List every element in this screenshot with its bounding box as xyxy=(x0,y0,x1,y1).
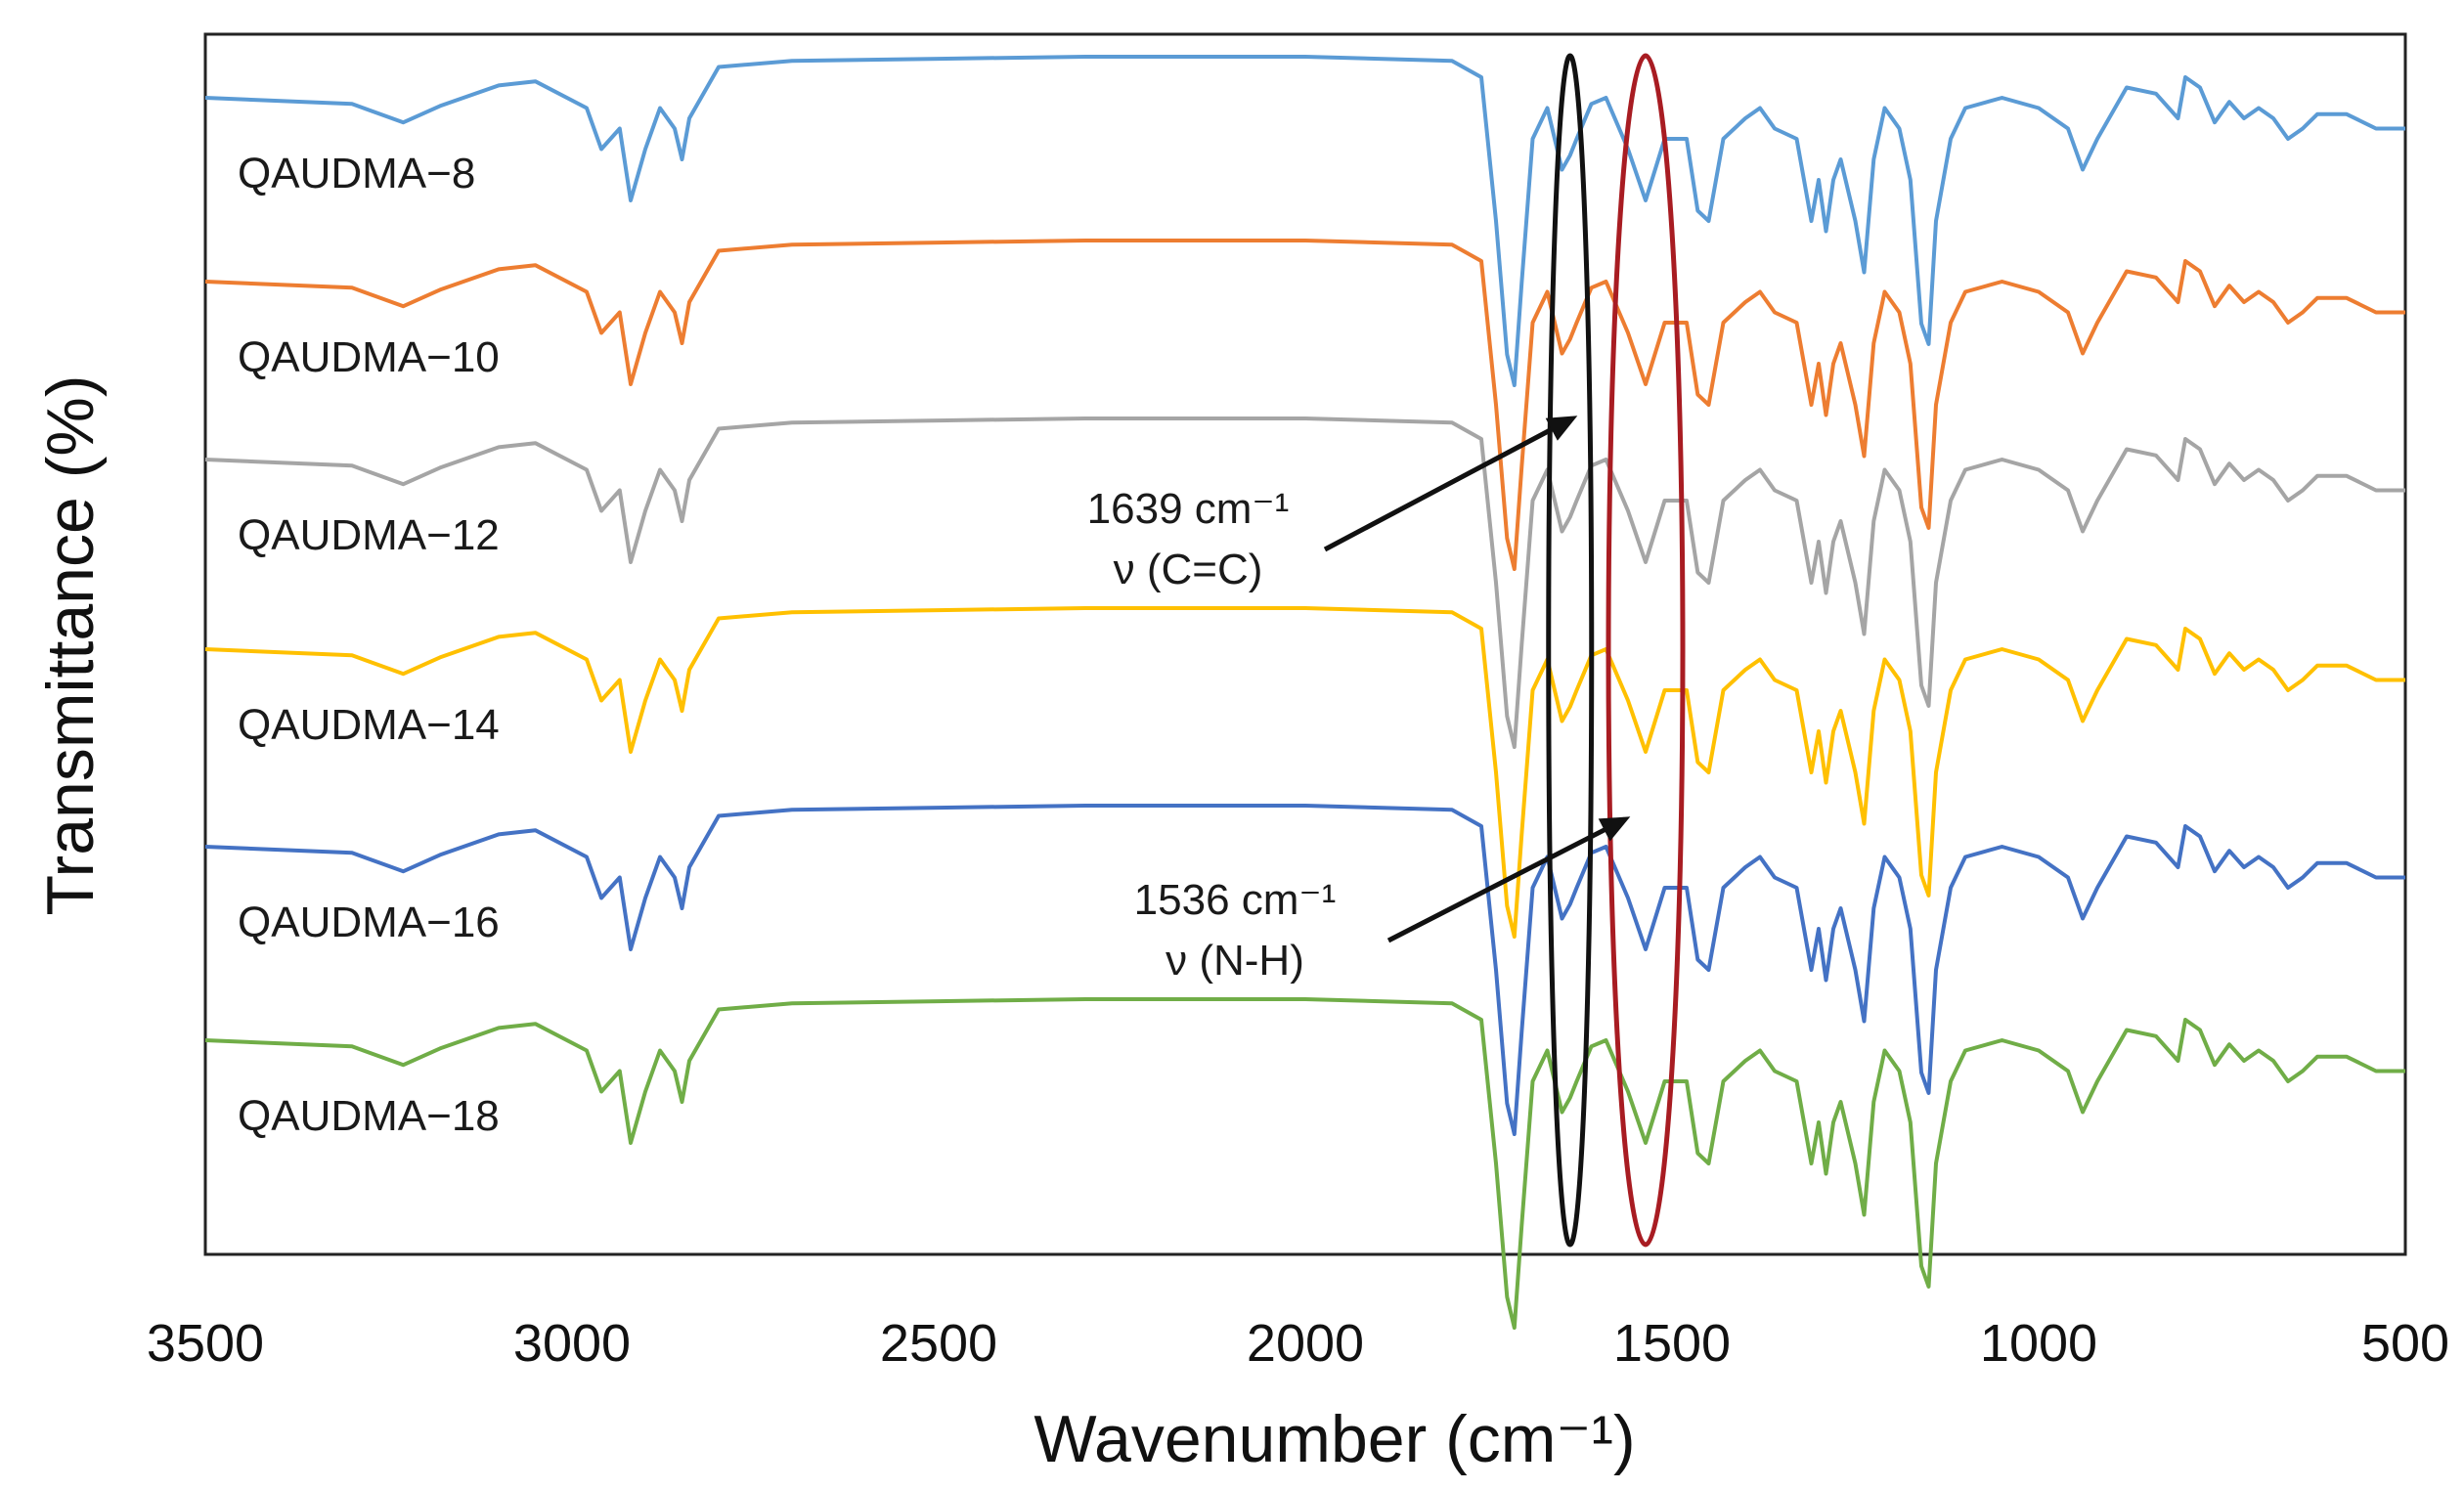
series-label-6: QAUDMA−18 xyxy=(238,1092,500,1140)
x-tick-labels: 3500 3000 2500 2000 1500 1000 500 xyxy=(147,1314,2449,1373)
x-tick-label-2000: 2000 xyxy=(1247,1314,1364,1373)
annotation-wavenumber-1639: 1639 cm⁻¹ xyxy=(1087,485,1290,533)
series-line-3 xyxy=(204,416,2405,749)
annotation-arrowhead-1639 xyxy=(1545,416,1578,441)
x-tick-label-1500: 1500 xyxy=(1613,1314,1731,1373)
x-tick-label-1000: 1000 xyxy=(1980,1314,2097,1373)
series-line-6 xyxy=(204,997,2405,1330)
series-label-3: QAUDMA−12 xyxy=(238,511,500,559)
x-tick-label-500: 500 xyxy=(2361,1314,2449,1373)
band-ellipse-1639 xyxy=(1546,53,1595,1248)
annotation-arrowhead-1536 xyxy=(1598,816,1631,842)
series-line-5 xyxy=(204,804,2405,1136)
series-label-4: QAUDMA−14 xyxy=(238,701,500,749)
series-label-1: QAUDMA−8 xyxy=(238,150,475,197)
series-labels: QAUDMA−8 QAUDMA−10 QAUDMA−12 QAUDMA−14 QAUDM… xyxy=(238,150,500,1140)
x-tick-label-3000: 3000 xyxy=(513,1314,631,1373)
annotation-wavenumber-1536: 1536 cm⁻¹ xyxy=(1134,876,1337,924)
series-label-2: QAUDMA−10 xyxy=(238,333,500,381)
band-annotations: 1639 cm⁻¹ ν (C=C) 1536 cm⁻¹ ν (N-H) xyxy=(1087,53,1686,1248)
x-axis-title: Wavenumber (cm⁻¹) xyxy=(1034,1402,1635,1476)
series-line-2 xyxy=(204,239,2405,571)
annotation-assignment-1639: ν (C=C) xyxy=(1114,546,1263,593)
x-tick-label-3500: 3500 xyxy=(147,1314,264,1373)
series-line-4 xyxy=(204,606,2405,939)
plot-frame xyxy=(203,32,2407,1256)
y-axis-title: Transmittance (%) xyxy=(33,375,108,916)
band-ellipse-1536 xyxy=(1606,53,1686,1248)
annotation-assignment-1536: ν (N-H) xyxy=(1166,937,1304,985)
x-tick-label-2500: 2500 xyxy=(880,1314,997,1373)
series-label-5: QAUDMA−16 xyxy=(238,898,500,946)
annotation-arrow-1639 xyxy=(1323,416,1574,552)
series-traces xyxy=(204,55,2405,1330)
annotation-arrow-1536 xyxy=(1386,816,1627,943)
series-line-1 xyxy=(204,55,2405,387)
